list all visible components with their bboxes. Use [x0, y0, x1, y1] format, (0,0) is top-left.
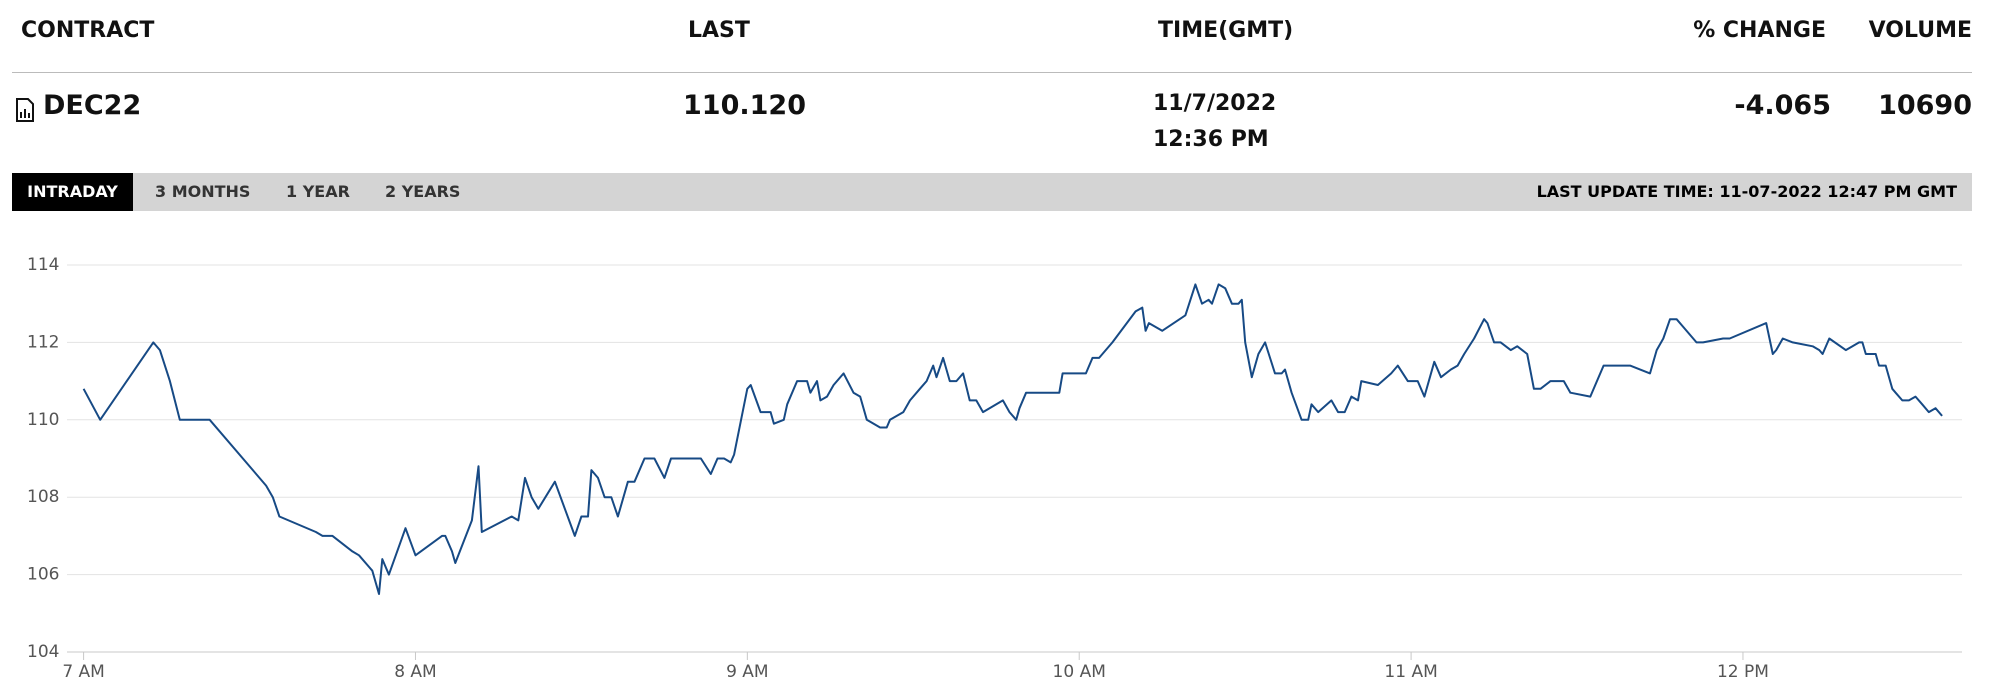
x-tick-label: 12 PM [1717, 662, 1769, 682]
time: 12:36 PM [1153, 127, 1269, 152]
contract-icon[interactable] [15, 98, 35, 122]
x-tick-label: 11 AM [1384, 662, 1437, 682]
x-tick-label: 9 AM [726, 662, 769, 682]
x-tick-label: 10 AM [1053, 662, 1106, 682]
percent-change: -4.065 [1734, 90, 1831, 121]
header-cell: LAST [688, 18, 750, 43]
header-cell: CONTRACT [21, 18, 155, 43]
header-cell: % CHANGE [1693, 18, 1826, 43]
header-cell: TIME(GMT) [1158, 18, 1294, 43]
y-tick-label: 106 [27, 565, 59, 585]
y-tick-label: 112 [27, 332, 59, 352]
tab[interactable]: 1 YEAR [286, 182, 350, 201]
last-update: LAST UPDATE TIME: 11-07-2022 12:47 PM GM… [1536, 182, 1957, 201]
header-cell: VOLUME [1868, 18, 1972, 43]
y-tick-label: 114 [27, 255, 59, 275]
y-tick-label: 108 [27, 487, 59, 507]
x-tick-label: 7 AM [62, 662, 105, 682]
volume: 10690 [1878, 90, 1972, 121]
y-tick-label: 104 [27, 642, 59, 662]
contract[interactable]: DEC22 [43, 90, 142, 121]
tab[interactable]: 2 YEARS [385, 182, 461, 201]
tab[interactable]: 3 MONTHS [155, 182, 251, 201]
last-price: 110.120 [683, 90, 806, 121]
divider [12, 72, 1972, 73]
x-tick-label: 8 AM [394, 662, 437, 682]
date: 11/7/2022 [1153, 91, 1277, 116]
tab[interactable]: INTRADAY [12, 173, 133, 211]
y-tick-label: 110 [27, 410, 59, 430]
price-line [82, 283, 1943, 595]
tab-bar: INTRADAY 3 MONTHS 1 YEAR 2 YEARS LAST UP… [12, 173, 1972, 211]
